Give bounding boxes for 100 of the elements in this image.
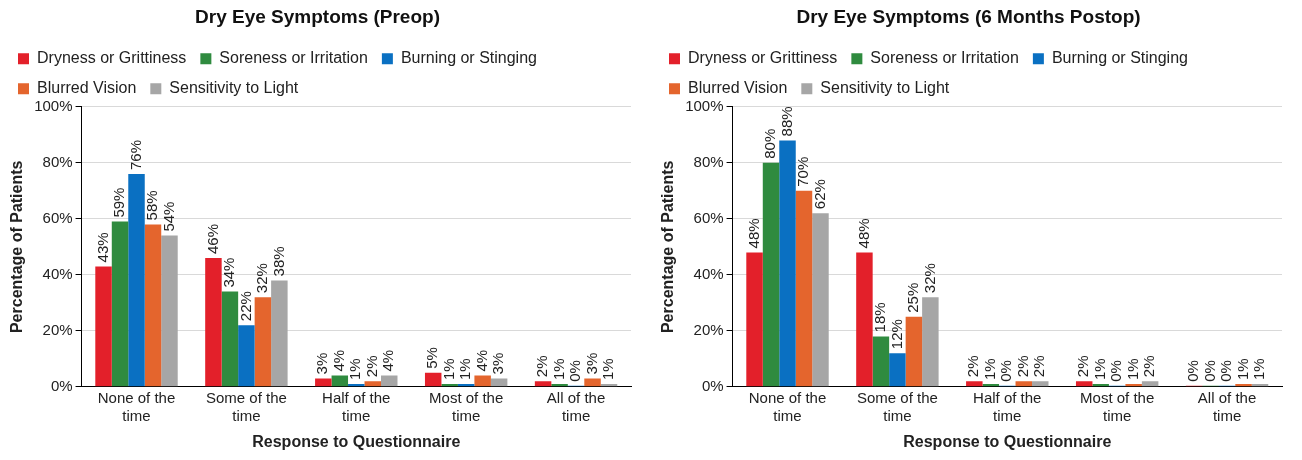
data-label: 12% (887, 319, 905, 350)
data-label: 43% (93, 232, 111, 263)
bar (238, 325, 255, 387)
y-axis-title: Percentage of Patients (8, 160, 26, 334)
data-label: 48% (854, 218, 872, 249)
data-label: 0% (1107, 360, 1125, 382)
legend-label: Blurred Vision (37, 79, 137, 97)
data-label: 0% (1217, 360, 1235, 382)
x-tick-label: Most of the time (429, 388, 504, 424)
data-label: 76% (126, 139, 144, 170)
bar (872, 336, 890, 387)
x-tick-label: Some of the time (856, 388, 938, 424)
data-label: 34% (220, 257, 238, 288)
data-label: 32% (253, 263, 271, 294)
legend-label: Dryness or Grittiness (688, 49, 838, 67)
data-label: 1% (1090, 358, 1108, 380)
data-label: 1% (980, 358, 998, 380)
data-label: 4% (329, 349, 347, 372)
bar (584, 378, 601, 387)
data-label: 70% (794, 156, 812, 187)
y-tick-label: 40% (693, 264, 724, 282)
data-label: 4% (472, 349, 490, 372)
bar (205, 258, 222, 387)
bar (221, 291, 239, 387)
x-tick-label: Half of the time (973, 388, 1042, 424)
x-tick-label: None of the time (748, 388, 827, 424)
data-label: 22% (236, 291, 254, 322)
data-label: 2% (964, 355, 982, 378)
x-tick-label: All of the time (1197, 388, 1257, 424)
data-label: 2% (1030, 355, 1048, 378)
bar (490, 378, 508, 387)
data-label: 1% (346, 358, 364, 380)
x-axis-title: Response to Questionnaire (252, 432, 461, 450)
data-label: 0% (1184, 360, 1202, 382)
data-label: 0% (1200, 360, 1218, 382)
bar (111, 221, 129, 387)
data-label: 2% (1013, 355, 1031, 378)
y-tick-label: 20% (42, 320, 73, 338)
data-label: 54% (159, 201, 177, 232)
data-label: 1% (1250, 358, 1268, 380)
legend-label: Soreness or Irritation (219, 49, 368, 67)
data-label: 2% (1074, 355, 1092, 378)
bar (746, 252, 763, 387)
bar (331, 375, 349, 387)
y-tick-label: 80% (693, 152, 724, 170)
bar (144, 224, 162, 387)
x-tick-label: Most of the time (1080, 388, 1155, 424)
data-label: 1% (1233, 358, 1251, 380)
x-tick-label: None of the time (97, 388, 176, 424)
bar (315, 378, 332, 387)
y-tick-label: 0% (701, 376, 724, 394)
bar (474, 375, 491, 387)
data-label: 1% (1123, 358, 1141, 380)
chart-title: Dry Eye Symptoms (6 Months Postop) (796, 5, 1141, 27)
bar (795, 190, 813, 387)
data-label: 18% (871, 302, 889, 333)
legend-label: Dryness or Grittiness (37, 49, 187, 67)
x-tick-label: Half of the time (322, 388, 391, 424)
data-label: 3% (582, 352, 600, 375)
legend-label: Burning or Stinging (1051, 49, 1188, 67)
bar (254, 297, 272, 387)
data-label: 1% (599, 358, 617, 380)
data-label: 3% (489, 352, 507, 375)
data-label: 0% (566, 360, 584, 382)
bar (534, 381, 552, 387)
bar (128, 174, 145, 387)
y-tick-label: 0% (50, 376, 73, 394)
data-label: 80% (761, 128, 779, 159)
legend-label: Blurred Vision (688, 79, 788, 97)
bar (966, 381, 983, 387)
y-tick-label: 40% (42, 264, 73, 282)
data-label: 1% (549, 358, 567, 380)
legend-label: Sensitivity to Light (169, 79, 299, 97)
y-tick-label: 20% (693, 320, 724, 338)
y-tick-label: 60% (42, 208, 73, 226)
data-label: 48% (744, 218, 762, 249)
data-label: 2% (533, 355, 551, 378)
bar (1032, 381, 1049, 387)
bar (779, 140, 796, 387)
data-label: 0% (997, 360, 1015, 382)
bar (381, 375, 398, 387)
data-label: 62% (810, 179, 828, 210)
data-label: 5% (423, 347, 441, 369)
data-label: 59% (110, 187, 128, 218)
legend-label: Burning or Stinging (400, 49, 537, 67)
data-label: 2% (1140, 355, 1158, 378)
bar (905, 316, 923, 387)
data-label: 32% (920, 263, 938, 294)
bar (161, 235, 178, 387)
data-label: 3% (313, 352, 331, 375)
x-tick-label: Some of the time (205, 388, 287, 424)
data-label: 88% (777, 106, 795, 137)
legend-label: Soreness or Irritation (870, 49, 1019, 67)
data-label: 38% (269, 246, 287, 277)
data-label: 2% (362, 355, 380, 378)
data-label: 58% (143, 190, 161, 221)
data-label: 1% (456, 358, 474, 380)
chart-title: Dry Eye Symptoms (Preop) (195, 5, 440, 27)
x-tick-label: All of the time (546, 388, 606, 424)
bar (889, 353, 906, 387)
